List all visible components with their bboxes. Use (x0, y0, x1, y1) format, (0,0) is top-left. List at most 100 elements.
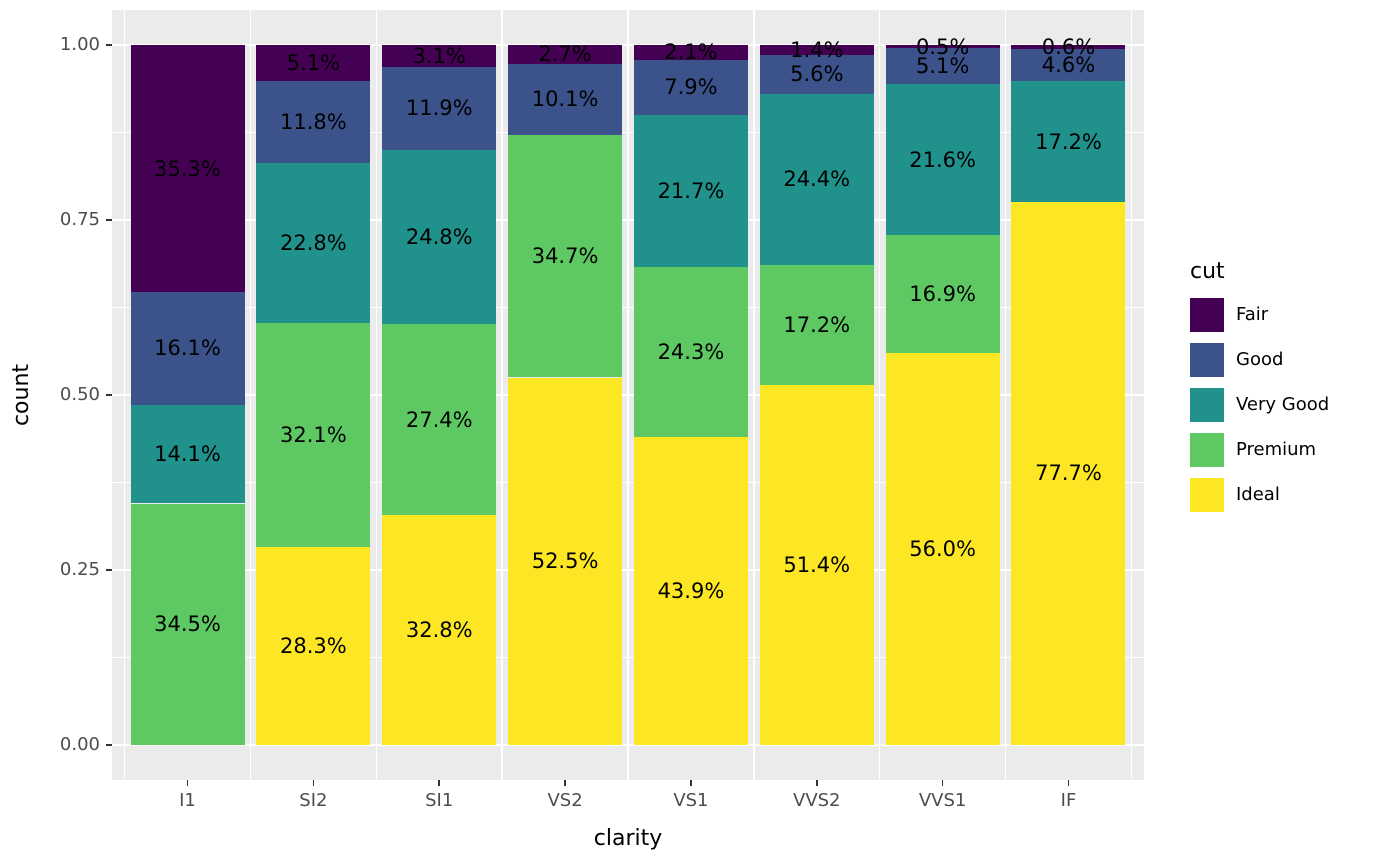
bar-value-label-si2-very-good: 22.8% (280, 230, 347, 255)
bar-segment-vvs2-good (759, 54, 874, 94)
x-axis-tick (1067, 780, 1070, 786)
x-axis-tick-label-vs1: VS1 (673, 790, 709, 811)
bar-value-label-vvs1-very-good: 21.6% (909, 147, 976, 172)
bar-value-label-vs2-good: 10.1% (531, 87, 599, 112)
bar-value-label-vvs2-premium: 17.2% (783, 313, 851, 337)
bar-segment-i1-good (130, 292, 245, 405)
legend-key-swatch-fair (1190, 298, 1224, 332)
x-axis-tick-label-si2: SI2 (299, 790, 328, 811)
bar-segment-si2-good (256, 80, 371, 164)
legend-key-swatch-good (1190, 343, 1224, 377)
bar-segment-si2-fair (256, 45, 371, 81)
bar-segment-si1-fair (382, 45, 497, 67)
bar-segment-vvs1-fair (885, 45, 1000, 49)
bar-value-label-if-ideal: 77.7% (1035, 461, 1102, 486)
legend-item-fair: Fair (1190, 298, 1400, 332)
legend-label-very-good: Very Good (1236, 394, 1330, 415)
gridline-vertical (627, 10, 629, 780)
y-axis-tick-label: 0.50 (59, 384, 100, 405)
bar-value-label-si1-premium: 27.4% (405, 407, 473, 432)
y-axis-tick (106, 394, 112, 396)
legend-items: Fair Good Very Good Premium Ideal (1190, 298, 1400, 512)
bar-value-label-vs2-premium: 34.7% (531, 244, 599, 269)
bar-segment-i1-very-good (130, 404, 245, 504)
y-axis-tick-label: 0.75 (59, 209, 100, 230)
gridline-vertical (249, 10, 252, 780)
x-axis-title: clarity (593, 826, 663, 851)
bar-segment-if-ideal (1011, 201, 1126, 745)
gridline-vertical (753, 10, 755, 780)
legend-key-swatch-ideal (1190, 478, 1224, 512)
legend-key-swatch-premium (1190, 433, 1224, 467)
x-axis-tick-label-if: IF (1060, 790, 1077, 811)
legend-item-ideal: Ideal (1190, 478, 1400, 512)
bar-segment-i1-premium (130, 503, 245, 745)
bar-segment-vvs1-very-good (885, 84, 1000, 236)
bar-segment-if-fair (1011, 45, 1126, 50)
bar-segment-vvs1-good (885, 48, 1000, 85)
bar-segment-vs1-premium (633, 267, 748, 438)
y-axis-tick (106, 744, 112, 746)
bar-segment-vs2-ideal (508, 377, 623, 745)
bar-segment-if-good (1011, 49, 1126, 82)
x-axis-tick (690, 780, 692, 786)
legend-title: cut (1190, 259, 1225, 284)
bar-segment-vvs2-fair (759, 45, 874, 55)
bar-segment-vs2-good (508, 63, 623, 135)
bar-value-label-si1-good: 11.9% (405, 96, 473, 121)
bar-segment-vvs2-premium (759, 264, 874, 386)
bar-value-label-vs2-ideal: 52.5% (531, 549, 599, 574)
gridline-vertical (878, 10, 881, 780)
legend-label-premium: Premium (1236, 439, 1317, 460)
bar-value-label-vvs1-fair: 0.5% (915, 34, 970, 59)
bar-value-label-vvs2-very-good: 24.4% (783, 167, 851, 192)
legend-label-ideal: Ideal (1236, 484, 1280, 505)
bar-value-label-i1-very-good: 14.1% (154, 442, 221, 467)
x-axis-tick-label-vvs2: VVS2 (793, 790, 841, 811)
bar-value-label-vs1-premium: 24.3% (657, 340, 725, 365)
bar-segment-vvs1-premium (885, 235, 1000, 354)
legend: cut Fair Good Very Good Premium Ideal (1190, 258, 1400, 523)
bar-value-label-i1-fair: 35.3% (154, 156, 221, 181)
bar-segment-si1-premium (382, 323, 497, 516)
y-axis-tick-label: 0.25 (59, 559, 100, 580)
bar-segment-i1-fair (130, 45, 245, 293)
bar-value-label-vvs1-ideal: 56.0% (909, 537, 976, 562)
x-axis-tick-label-vs2: VS2 (547, 790, 583, 811)
bar-value-label-vvs1-premium: 16.9% (909, 282, 976, 307)
bar-segment-vs1-good (633, 59, 748, 116)
gridline-vertical (501, 10, 503, 780)
bar-value-label-if-good: 4.6% (1041, 53, 1096, 78)
bar-segment-si1-good (382, 66, 497, 150)
x-axis-tick (186, 780, 189, 786)
x-axis-tick (312, 780, 315, 786)
bar-value-label-si1-ideal: 32.8% (405, 618, 473, 643)
bar-segment-if-very-good (1011, 81, 1126, 202)
bar-segment-si2-very-good (256, 163, 371, 323)
bar-value-label-vvs2-ideal: 51.4% (783, 553, 851, 578)
bar-value-label-vvs2-fair: 1.4% (790, 37, 844, 62)
bar-value-label-if-very-good: 17.2% (1035, 129, 1102, 154)
x-axis-tick-label-si1: SI1 (425, 790, 454, 811)
x-axis-tick (816, 780, 818, 786)
bar-segment-vvs1-ideal (885, 353, 1000, 745)
bar-value-label-vs1-good: 7.9% (664, 75, 718, 100)
gridline-vertical (1004, 10, 1007, 780)
legend-label-good: Good (1236, 349, 1284, 370)
y-axis-tick (106, 219, 112, 221)
bar-value-label-si2-ideal: 28.3% (280, 634, 347, 659)
y-axis-tick-label: 0.00 (59, 734, 100, 755)
bar-segment-si1-ideal (382, 515, 497, 745)
bar-value-label-si2-premium: 32.1% (280, 422, 347, 447)
legend-item-premium: Premium (1190, 433, 1400, 467)
bar-value-label-i1-good: 16.1% (154, 336, 221, 361)
legend-item-good: Good (1190, 343, 1400, 377)
gridline-vertical (1130, 10, 1133, 780)
x-axis-tick (564, 780, 566, 786)
bar-value-label-vvs1-good: 5.1% (915, 54, 970, 79)
bar-segment-si2-premium (256, 322, 371, 548)
bar-segment-vs1-ideal (633, 437, 748, 745)
y-axis-title: count (9, 363, 34, 427)
bar-value-label-i1-premium: 34.5% (154, 612, 221, 637)
